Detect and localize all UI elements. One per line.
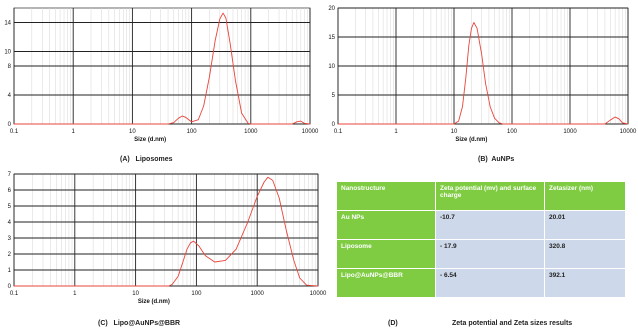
x-tick-label: 1 (394, 129, 398, 135)
y-tick-label: 5 (8, 204, 12, 210)
y-tick-label: 10 (4, 50, 11, 56)
cell-size: 20.01 (544, 210, 626, 240)
x-tick-label: 1000 (244, 129, 258, 135)
y-tick-label: 4 (8, 220, 12, 226)
series-line (14, 12, 311, 125)
y-tick-label: 2 (8, 252, 12, 258)
y-tick-label: 1 (8, 268, 12, 274)
table-row: Lipo@AuNPs@BBR - 6.54 392.1 (336, 268, 626, 298)
chart-c-svg: 0.1 1 10 100 1000 10000 0 1 2 3 4 5 6 7 Size (d.nm) (8, 172, 327, 305)
chart-a-caption: (A) Liposomes (120, 156, 173, 163)
x-tick-label: 1000 (563, 129, 577, 135)
chart-c: 0.1 1 10 100 1000 10000 0 1 2 3 4 5 6 7 Size (d.nm) (0, 168, 330, 313)
table-row: Au NPs -10.7 20.01 (336, 210, 626, 240)
y-tick-label: 0 (8, 122, 12, 128)
x-tick-label: 0.1 (334, 129, 343, 135)
series-line (14, 176, 319, 287)
y-tick-label: 14 (4, 21, 11, 27)
plot-frame (13, 173, 319, 287)
y-tick-label: 6 (8, 188, 12, 194)
table-row: Liposome - 17.9 320.8 (336, 239, 626, 269)
x-axis-label: Size (d.nm) (138, 299, 170, 305)
x-tick-label: 100 (187, 129, 198, 135)
header-zeta-potential: Zeta potential (mv) and surface charge (435, 181, 545, 211)
y-tick-label: 20 (328, 6, 335, 12)
chart-a: 0.1 1 10 100 1000 10000 0 4 8 10 14 Size (d.nm) (0, 0, 320, 150)
x-tick-label: 0.1 (10, 129, 19, 135)
table-header-row: Nanostructure Zeta potential (mv) and su… (336, 181, 626, 211)
x-tick-label: 100 (191, 291, 202, 297)
cell-name: Au NPs (336, 210, 436, 240)
chart-b: 0.1 1 10 100 1000 10000 0 5 10 15 20 Size (d.nm) (318, 0, 638, 150)
chart-b-caption: (B) AuNPs (478, 156, 515, 163)
cell-size: 320.8 (544, 239, 626, 269)
cell-size: 392.1 (544, 268, 626, 298)
chart-c-caption: (C) Lipo@AuNPs@BBR (98, 320, 181, 327)
y-tick-label: 0 (8, 284, 12, 290)
x-axis-label: Size (d.nm) (455, 137, 487, 143)
y-tick-label: 8 (8, 64, 12, 70)
y-tick-label: 7 (8, 172, 12, 178)
x-tick-label: 1000 (251, 291, 265, 297)
x-tick-label: 10000 (302, 129, 319, 135)
cell-name: Lipo@AuNPs@BBR (336, 268, 436, 298)
chart-a-svg: 0.1 1 10 100 1000 10000 0 4 8 10 14 Size (d.nm) (4, 7, 319, 143)
x-tick-label: 10000 (310, 291, 327, 297)
header-nanostructure: Nanostructure (336, 181, 436, 211)
x-tick-label: 10000 (620, 129, 637, 135)
y-tick-label: 4 (8, 93, 12, 99)
y-tick-label: 5 (332, 93, 336, 99)
header-zetasizer: Zetasizer (nm) (544, 181, 626, 211)
y-tick-label: 3 (8, 236, 12, 242)
x-tick-label: 100 (507, 129, 518, 135)
x-tick-label: 10 (129, 129, 136, 135)
table-caption: Zeta potential and Zeta sizes results (452, 320, 573, 327)
x-tick-label: 1 (73, 291, 77, 297)
cell-name: Liposome (336, 239, 436, 269)
chart-b-svg: 0.1 1 10 100 1000 10000 0 5 10 15 20 Size (d.nm) (328, 6, 637, 143)
x-tick-label: 0.1 (10, 291, 19, 297)
series-line (338, 22, 629, 125)
zeta-table: Nanostructure Zeta potential (mv) and su… (336, 181, 626, 298)
y-tick-label: 15 (328, 35, 335, 41)
x-axis-label: Size (d.nm) (134, 137, 166, 143)
table-caption-letter: (D) (388, 320, 398, 327)
y-tick-label: 10 (328, 64, 335, 70)
cell-zeta: - 6.54 (435, 268, 545, 298)
cell-zeta: - 17.9 (435, 239, 545, 269)
y-tick-label: 0 (332, 122, 336, 128)
x-tick-label: 1 (72, 129, 76, 135)
cell-zeta: -10.7 (435, 210, 545, 240)
x-tick-label: 10 (451, 129, 458, 135)
x-tick-label: 10 (132, 291, 139, 297)
